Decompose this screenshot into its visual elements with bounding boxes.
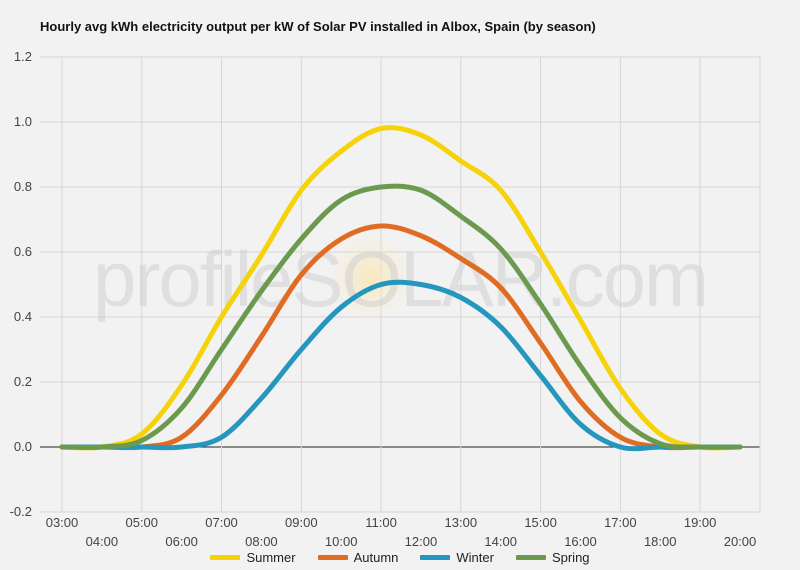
x-tick-label: 08:00 [245,534,278,549]
x-tick-label: 20:00 [724,534,757,549]
x-tick-label: 13:00 [445,515,478,530]
x-tick-label: 18:00 [644,534,677,549]
y-tick-label: -0.2 [10,504,32,519]
legend-swatch [420,555,451,560]
x-tick-label: 16:00 [564,534,597,549]
y-tick-label: 0.0 [14,439,32,454]
x-tick-label: 06:00 [165,534,198,549]
series-line-spring [59,183,743,450]
x-tick-label: 05:00 [125,515,158,530]
series-line-summer [59,125,743,451]
legend-item-spring[interactable]: Spring [515,550,590,565]
legend-item-autumn[interactable]: Autumn [317,550,399,565]
legend-label: Autumn [353,550,399,565]
chart-title: Hourly avg kWh electricity output per kW… [40,19,596,34]
watermark-sun-icon [328,235,412,319]
y-tick-label: 0.6 [14,244,32,259]
legend-label: Summer [246,550,296,565]
watermark-text: profileSOLAR.com [93,235,707,323]
legend-swatch [515,555,546,560]
legend-label: Spring [551,550,590,565]
x-tick-label: 19:00 [684,515,717,530]
y-tick-label: 1.2 [14,49,32,64]
x-tick-label: 15:00 [524,515,557,530]
x-tick-label: 09:00 [285,515,318,530]
x-tick-label: 17:00 [604,515,637,530]
x-tick-label: 07:00 [205,515,238,530]
x-tick-label: 10:00 [325,534,358,549]
legend-item-summer[interactable]: Summer [210,550,296,565]
y-tick-label: 1.0 [14,114,32,129]
x-tick-label: 14:00 [484,534,517,549]
chart-legend: Summer Autumn Winter Spring [0,550,800,565]
legend-swatch [210,555,241,560]
legend-swatch [317,555,348,560]
series-line-autumn [59,223,743,451]
legend-item-winter[interactable]: Winter [420,550,494,565]
x-tick-label: 03:00 [46,515,79,530]
y-tick-label: 0.4 [14,309,32,324]
x-tick-label: 12:00 [405,534,438,549]
x-tick-label: 04:00 [86,534,119,549]
y-tick-label: 0.2 [14,374,32,389]
series-line-winter [59,279,743,452]
legend-label: Winter [456,550,494,565]
y-tick-label: 0.8 [14,179,32,194]
x-tick-label: 11:00 [365,515,397,530]
